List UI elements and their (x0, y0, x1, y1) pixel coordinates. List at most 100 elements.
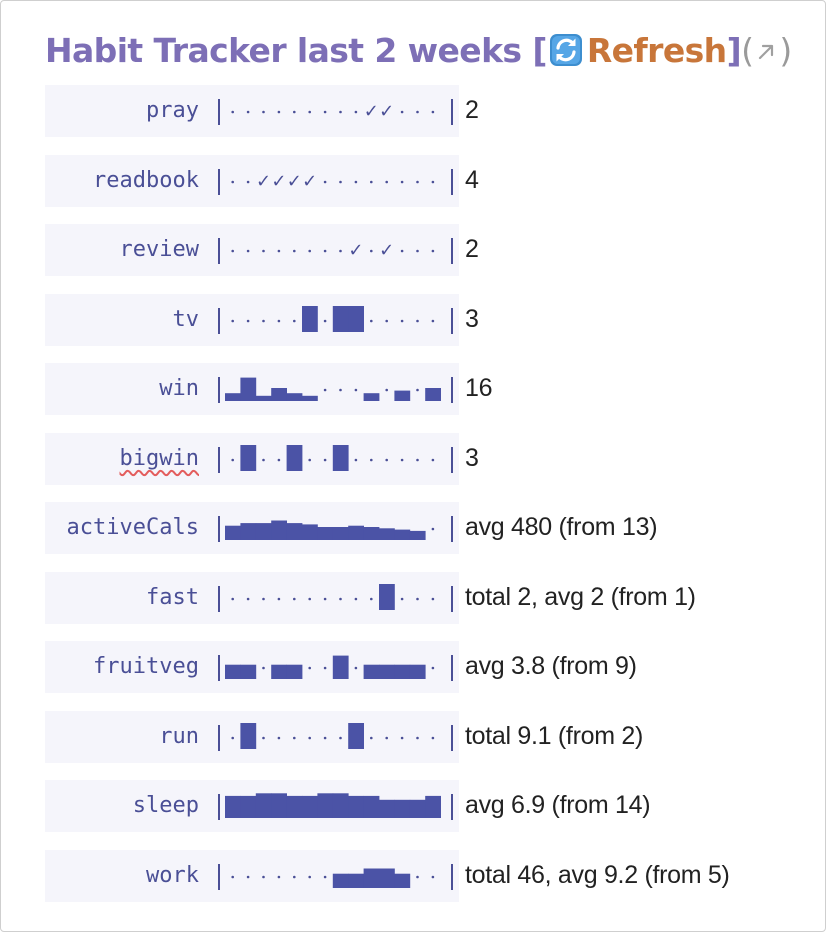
empty-day-dot (431, 597, 435, 600)
day-bar (363, 795, 380, 818)
day-bar (425, 388, 441, 401)
day-bar (240, 795, 257, 818)
habit-label-box (45, 224, 459, 276)
empty-day-dot (262, 736, 265, 739)
check-mark: ✓ (271, 171, 286, 192)
empty-day-dot (370, 180, 373, 183)
day-bar (225, 795, 241, 818)
habit-sparkline (218, 863, 453, 890)
empty-day-dot (231, 249, 234, 253)
habit-name: fruitveg (93, 654, 199, 679)
habit-name: run (159, 723, 199, 749)
habit-name: pray (146, 98, 199, 123)
day-bar (379, 528, 395, 540)
north-east-arrow-icon[interactable] (753, 30, 779, 60)
habit-label-box (45, 293, 459, 346)
day-bar (302, 795, 318, 818)
empty-day-dot (323, 666, 327, 670)
check-mark: ✓ (287, 171, 302, 192)
empty-day-dot (262, 319, 265, 322)
day-bar (240, 722, 257, 749)
day-bar (332, 873, 349, 888)
empty-day-dot (431, 527, 435, 531)
empty-day-dot (416, 249, 419, 253)
empty-day-dot (431, 249, 435, 253)
empty-day-dot (277, 110, 281, 114)
empty-day-dot (370, 736, 373, 739)
empty-day-dot (262, 249, 265, 253)
empty-day-dot (400, 180, 404, 183)
day-bar (394, 799, 411, 818)
empty-day-dot (416, 736, 419, 739)
check-mark: ✓ (348, 240, 363, 261)
empty-day-dot (416, 180, 419, 183)
empty-day-dot (308, 597, 311, 600)
empty-day-dot (431, 458, 435, 461)
day-bar (332, 444, 349, 471)
day-bar (240, 377, 257, 401)
habit-value: 3 (465, 443, 479, 472)
habit-sparkline: ✓ ✓ ✓ ✓ (218, 168, 453, 195)
day-bar (394, 529, 411, 540)
empty-day-dot (308, 458, 311, 461)
habit-name: sleep (132, 793, 199, 818)
empty-day-dot (293, 110, 296, 114)
habit-sparkline: ✓ ✓ (218, 99, 453, 125)
paren-open: ( (741, 31, 754, 70)
habit-value: avg 6.9 (from 14) (465, 791, 651, 819)
refresh-link[interactable]: Refresh (586, 31, 727, 70)
day-bar (286, 664, 303, 679)
empty-day-dot (354, 666, 358, 670)
day-bar (286, 444, 303, 471)
empty-day-dot (400, 736, 404, 739)
empty-day-dot (385, 736, 388, 739)
empty-day-dot (323, 249, 327, 253)
empty-day-dot (277, 875, 281, 878)
empty-day-dot (308, 666, 311, 670)
empty-day-dot (293, 597, 296, 600)
day-bar (302, 395, 318, 401)
empty-day-dot (293, 319, 296, 322)
habit-sparkline (218, 583, 453, 612)
check-mark: ✓ (379, 101, 394, 122)
empty-day-dot (323, 319, 327, 322)
empty-day-dot (308, 249, 311, 253)
empty-day-dot (323, 180, 327, 183)
check-mark: ✓ (256, 171, 271, 192)
empty-day-dot (416, 319, 419, 322)
empty-day-dot (354, 597, 358, 600)
empty-day-dot (246, 319, 250, 322)
sync-arrows-icon[interactable] (549, 32, 583, 66)
check-mark: ✓ (364, 101, 379, 122)
empty-day-dot (308, 875, 311, 878)
day-bar (255, 523, 272, 540)
check-mark: ✓ (302, 171, 317, 192)
empty-day-dot (293, 736, 296, 739)
empty-day-dot (385, 319, 388, 322)
title-text: Habit Tracker last 2 weeks (45, 31, 522, 70)
day-bar (240, 523, 257, 540)
habit-name: readbook (93, 167, 199, 193)
day-bar (286, 795, 303, 818)
empty-day-dot (246, 249, 250, 253)
empty-day-dot (323, 458, 327, 461)
day-bar (225, 525, 241, 540)
empty-day-dot (400, 597, 404, 600)
habit-value: 2 (465, 235, 479, 263)
habit-value: 3 (465, 304, 479, 333)
habit-value: 16 (465, 374, 493, 402)
open-bracket: [ (532, 31, 547, 70)
empty-day-dot (323, 597, 327, 600)
day-bar (348, 795, 364, 818)
day-bar (363, 868, 380, 888)
habit-name: work (146, 862, 199, 888)
day-bar (363, 393, 380, 401)
empty-day-dot (277, 736, 281, 739)
day-bar (225, 664, 241, 679)
day-bar (394, 873, 411, 888)
day-bar (332, 305, 349, 332)
habit-name: activeCals (66, 515, 199, 540)
empty-day-dot (231, 180, 234, 183)
empty-day-dot (400, 319, 404, 322)
